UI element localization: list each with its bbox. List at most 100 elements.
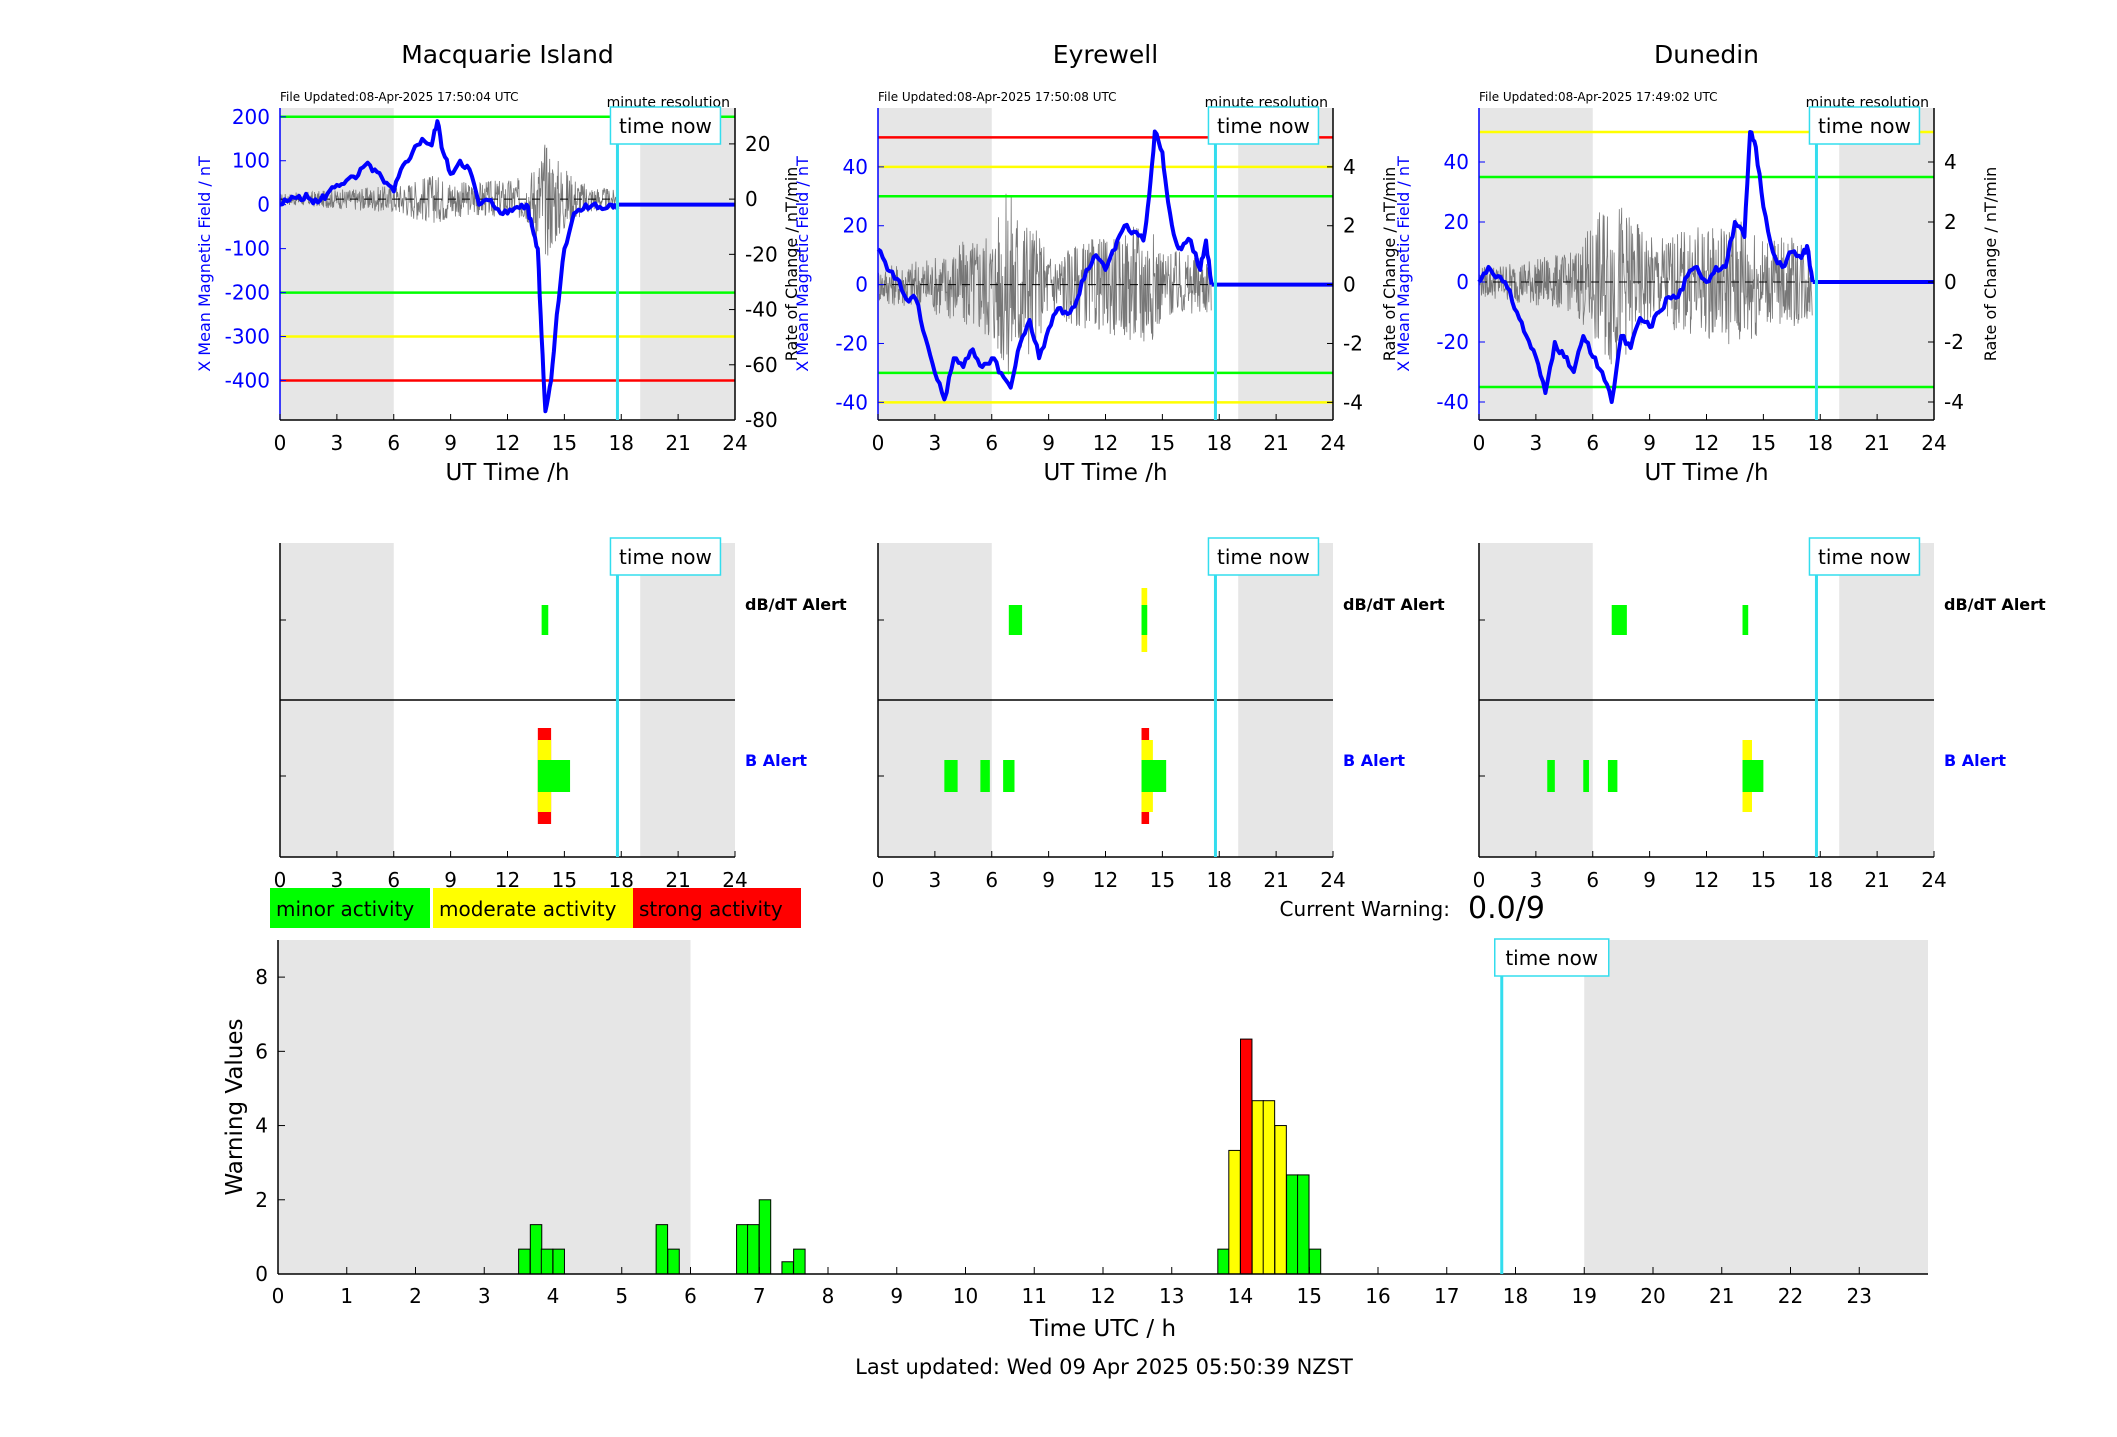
dbdt-alert-bar-minor — [541, 605, 549, 635]
b-alert-bar-minor — [1141, 760, 1167, 792]
right-tick-label: -40 — [745, 298, 778, 322]
warning-x-tick-label: 9 — [890, 1284, 903, 1308]
warning-time-now-label: time now — [1505, 946, 1598, 970]
station-title: Dunedin — [1654, 40, 1759, 69]
current-warning-value: 0.0/9 — [1468, 891, 1545, 926]
alert-x-tick-label: 3 — [1530, 868, 1543, 892]
warning-x-tick-label: 17 — [1434, 1284, 1459, 1308]
x-tick-label: 0 — [1473, 431, 1486, 455]
b-alert-bar-minor — [1583, 760, 1589, 792]
rate-of-change-trace — [1478, 207, 1813, 365]
right-tick-label: -4 — [1944, 390, 1964, 414]
left-tick-label: -200 — [225, 281, 270, 305]
warning-bar-minor — [518, 1248, 531, 1275]
left-axis-label: X Mean Magnetic Field / nT — [793, 156, 812, 372]
warning-bar-minor — [781, 1261, 794, 1275]
x-mean-field-line — [279, 119, 620, 414]
alert-x-tick-label: 9 — [444, 868, 457, 892]
warning-x-tick-label: 14 — [1228, 1284, 1253, 1308]
alert-x-tick-label: 6 — [1586, 868, 1599, 892]
warning-bar-moderate — [1251, 1100, 1265, 1275]
alert-x-tick-label: 0 — [274, 868, 287, 892]
warning-bar-minor — [1297, 1174, 1310, 1275]
night-shading — [1238, 108, 1333, 420]
right-tick-label: 0 — [1343, 273, 1356, 297]
time-now-label: time now — [1818, 114, 1911, 138]
alert-time-now-label: time now — [619, 545, 712, 569]
x-tick-label: 18 — [609, 431, 634, 455]
alert-x-tick-label: 6 — [985, 868, 998, 892]
x-tick-label: 12 — [1093, 431, 1118, 455]
time-now-label: time now — [1217, 114, 1310, 138]
file-updated-label: File Updated:08-Apr-2025 17:49:02 UTC — [1479, 90, 1718, 104]
time-now-box — [1207, 106, 1320, 145]
alert-x-tick-label: 12 — [1093, 868, 1118, 892]
warning-bar-minor — [736, 1224, 749, 1275]
right-tick-label: 2 — [1343, 214, 1356, 238]
x-tick-label: 21 — [1263, 431, 1288, 455]
warning-x-tick-label: 0 — [272, 1284, 285, 1308]
dbdt-alert-bar-minor — [1008, 605, 1023, 635]
warning-night-shading — [278, 940, 691, 1274]
warning-bar-strong — [1240, 1038, 1253, 1275]
x-tick-label: 6 — [387, 431, 400, 455]
x-tick-label: 21 — [1864, 431, 1889, 455]
b-alert-bar-minor — [1742, 760, 1764, 792]
warning-bar-minor — [1308, 1248, 1322, 1275]
b-alert-bar-minor — [944, 760, 958, 792]
file-updated-label: File Updated:08-Apr-2025 17:50:04 UTC — [280, 90, 519, 104]
warning-bar-minor — [793, 1248, 806, 1275]
warning-x-tick-label: 7 — [753, 1284, 766, 1308]
x-tick-label: 15 — [1751, 431, 1776, 455]
b-alert-label: B Alert — [745, 751, 807, 770]
night-shading — [280, 108, 394, 420]
warning-x-tick-label: 18 — [1503, 1284, 1528, 1308]
warning-x-tick-label: 4 — [547, 1284, 560, 1308]
legend-label-moderate: moderate activity — [439, 897, 617, 921]
b-alert-bar-minor — [1003, 760, 1015, 792]
legend-swatch-minor — [270, 888, 430, 928]
right-tick-label: -60 — [745, 353, 778, 377]
b-alert-bar-minor — [1547, 760, 1555, 792]
x-tick-label: 6 — [985, 431, 998, 455]
warning-bar-minor — [552, 1248, 565, 1275]
warning-bar-moderate — [1262, 1100, 1276, 1275]
station-title: Eyrewell — [1053, 40, 1158, 69]
warning-y-tick-label: 8 — [255, 965, 268, 989]
warning-bar-minor — [529, 1224, 543, 1275]
current-warning-label: Current Warning: — [1280, 897, 1450, 921]
alert-x-tick-label: 9 — [1643, 868, 1656, 892]
alert-time-now-box — [609, 537, 722, 576]
x-tick-label: 3 — [1530, 431, 1543, 455]
warning-x-tick-label: 20 — [1640, 1284, 1665, 1308]
x-tick-label: 3 — [331, 431, 344, 455]
x-mean-field-line — [876, 129, 1214, 402]
alert-x-tick-label: 6 — [387, 868, 400, 892]
x-tick-label: 15 — [552, 431, 577, 455]
left-tick-label: -20 — [835, 331, 868, 355]
warning-x-tick-label: 19 — [1572, 1284, 1597, 1308]
right-tick-label: 2 — [1944, 210, 1957, 234]
left-tick-label: -300 — [225, 325, 270, 349]
dbdt-alert-label: dB/dT Alert — [1343, 595, 1445, 614]
warning-bar-moderate — [1274, 1125, 1287, 1275]
left-tick-label: 200 — [232, 105, 270, 129]
alert-time-now-label: time now — [1818, 545, 1911, 569]
left-tick-label: 100 — [232, 149, 270, 173]
x-tick-label: 24 — [1921, 431, 1946, 455]
right-tick-label: -80 — [745, 408, 778, 432]
warning-x-tick-label: 2 — [409, 1284, 422, 1308]
time-now-label: time now — [619, 114, 712, 138]
warning-time-now-box — [1494, 938, 1610, 977]
left-tick-label: -40 — [1436, 390, 1469, 414]
warning-x-tick-label: 21 — [1709, 1284, 1734, 1308]
left-axis-label: X Mean Magnetic Field / nT — [195, 156, 214, 372]
left-tick-label: -20 — [1436, 330, 1469, 354]
alert-x-tick-label: 21 — [1263, 868, 1288, 892]
legend-swatch-strong — [633, 888, 801, 928]
left-tick-label: 0 — [1456, 270, 1469, 294]
last-updated-label: Last updated: Wed 09 Apr 2025 05:50:39 N… — [855, 1355, 1353, 1379]
warning-bar-minor — [667, 1248, 680, 1275]
alert-x-tick-label: 9 — [1042, 868, 1055, 892]
